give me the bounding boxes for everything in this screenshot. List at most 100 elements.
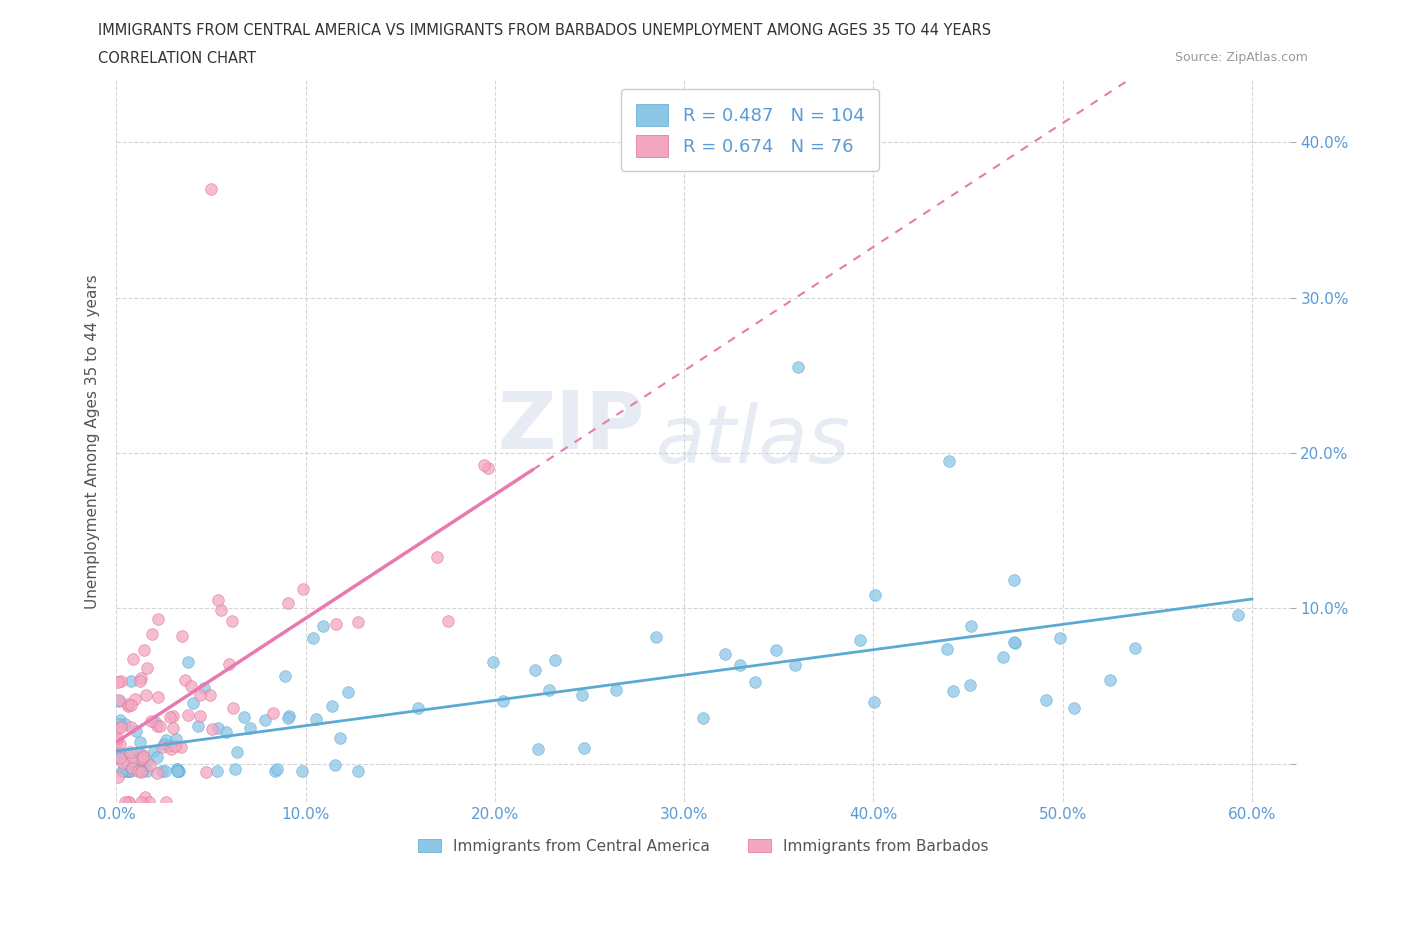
Point — [277, 596, 299, 611]
Point — [155, 795, 177, 810]
Point — [110, 746, 132, 761]
Point — [188, 688, 211, 703]
Point — [110, 720, 132, 735]
Point — [141, 627, 163, 642]
Point — [121, 698, 143, 712]
Point — [232, 710, 254, 724]
Point — [195, 764, 218, 779]
Point — [135, 660, 157, 675]
Point — [128, 755, 150, 770]
Point — [426, 549, 449, 564]
Point — [118, 795, 141, 810]
Point — [1049, 631, 1071, 645]
Point — [572, 741, 595, 756]
Point — [527, 741, 550, 756]
Point — [166, 764, 188, 778]
Point — [135, 764, 157, 778]
Point — [226, 745, 249, 760]
Point — [266, 762, 288, 777]
Point — [159, 741, 181, 756]
Point — [765, 643, 787, 658]
Point — [124, 692, 146, 707]
Point — [108, 751, 131, 765]
Point — [277, 709, 299, 724]
Point — [218, 657, 240, 671]
Point — [942, 684, 965, 698]
Point — [337, 684, 360, 699]
Point — [166, 762, 188, 777]
Point — [188, 709, 211, 724]
Point — [1227, 608, 1250, 623]
Point — [149, 719, 172, 734]
Point — [117, 698, 139, 713]
Point — [131, 751, 153, 766]
Point — [254, 712, 277, 727]
Point — [150, 740, 173, 755]
Point — [143, 715, 166, 730]
Point — [127, 764, 149, 778]
Point — [1123, 641, 1146, 656]
Point — [155, 733, 177, 748]
Point — [129, 673, 152, 688]
Point — [107, 675, 129, 690]
Point — [959, 618, 981, 633]
Point — [329, 730, 352, 745]
Point — [325, 758, 347, 773]
Point — [153, 736, 176, 751]
Point — [862, 695, 884, 710]
Point — [477, 461, 499, 476]
Point — [785, 658, 807, 672]
Point — [207, 721, 229, 736]
Point — [312, 619, 335, 634]
Point — [129, 671, 152, 685]
Point — [132, 748, 155, 763]
Point — [224, 762, 246, 777]
Point — [302, 630, 325, 644]
Point — [125, 724, 148, 738]
Point — [111, 764, 134, 778]
Point — [167, 764, 190, 778]
Point — [207, 592, 229, 607]
Point — [117, 697, 139, 711]
Point — [786, 360, 808, 375]
Text: atlas: atlas — [657, 403, 851, 480]
Point — [264, 764, 287, 778]
Point — [105, 733, 128, 748]
Point — [187, 719, 209, 734]
Point — [177, 655, 200, 670]
Point — [325, 617, 347, 631]
Point — [645, 630, 668, 644]
Point — [201, 722, 224, 737]
Point — [146, 689, 169, 704]
Point — [174, 673, 197, 688]
Point — [107, 721, 129, 736]
Point — [165, 732, 187, 747]
Text: Source: ZipAtlas.com: Source: ZipAtlas.com — [1174, 51, 1308, 64]
Point — [692, 711, 714, 725]
Point — [209, 602, 232, 617]
Point — [107, 744, 129, 759]
Point — [120, 673, 142, 688]
Point — [346, 615, 368, 630]
Point — [146, 719, 169, 734]
Point — [142, 744, 165, 759]
Point — [170, 629, 193, 644]
Point — [274, 669, 297, 684]
Point — [112, 764, 135, 778]
Point — [111, 755, 134, 770]
Text: ZIP: ZIP — [498, 388, 644, 466]
Point — [346, 764, 368, 778]
Point — [437, 614, 460, 629]
Point — [938, 453, 960, 468]
Point — [215, 724, 238, 739]
Point — [108, 751, 131, 765]
Point — [129, 734, 152, 749]
Point — [198, 687, 221, 702]
Point — [205, 764, 228, 778]
Point — [571, 687, 593, 702]
Point — [118, 762, 141, 777]
Point — [193, 681, 215, 696]
Point — [1098, 672, 1121, 687]
Point — [108, 692, 131, 707]
Point — [991, 649, 1014, 664]
